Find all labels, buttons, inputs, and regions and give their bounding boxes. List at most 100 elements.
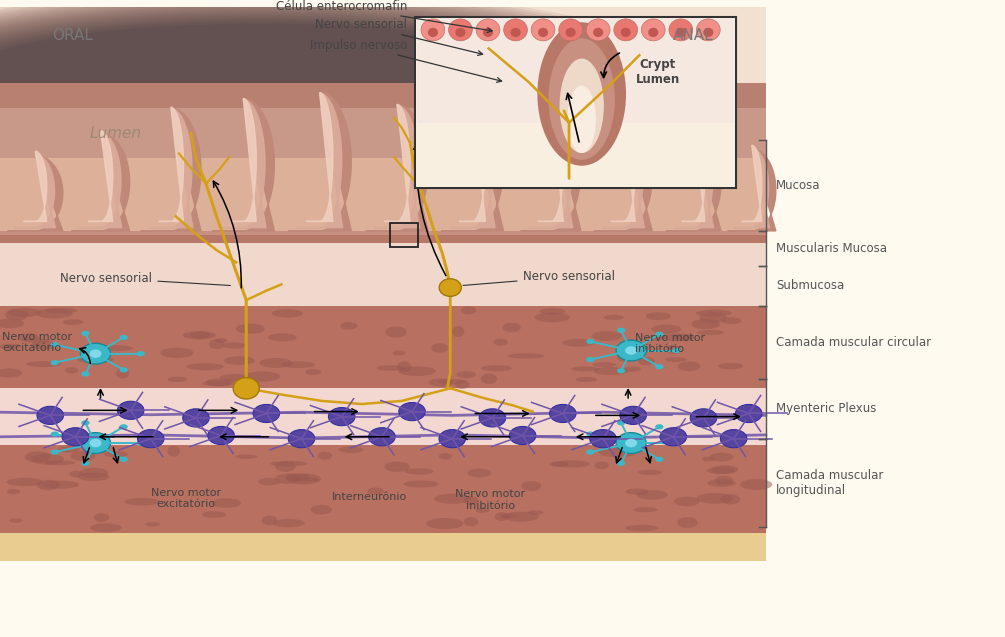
Ellipse shape xyxy=(77,473,110,481)
Ellipse shape xyxy=(261,515,277,526)
Polygon shape xyxy=(529,109,573,228)
Ellipse shape xyxy=(69,471,83,477)
Ellipse shape xyxy=(89,350,102,358)
FancyBboxPatch shape xyxy=(0,231,766,235)
Ellipse shape xyxy=(137,351,145,356)
Ellipse shape xyxy=(690,409,717,427)
Ellipse shape xyxy=(404,468,434,475)
Ellipse shape xyxy=(429,378,453,387)
FancyBboxPatch shape xyxy=(0,533,766,561)
Ellipse shape xyxy=(576,377,597,382)
Text: Muscularis Mucosa: Muscularis Mucosa xyxy=(776,241,886,255)
Ellipse shape xyxy=(369,427,395,446)
Ellipse shape xyxy=(190,331,210,339)
Ellipse shape xyxy=(467,469,491,477)
Text: Nervo sensorial: Nervo sensorial xyxy=(463,270,615,285)
Ellipse shape xyxy=(710,453,734,461)
Polygon shape xyxy=(307,92,333,222)
Ellipse shape xyxy=(253,404,279,422)
Ellipse shape xyxy=(285,473,310,482)
Ellipse shape xyxy=(244,371,280,382)
Text: Célula enterocromafin: Célula enterocromafin xyxy=(275,0,492,32)
Ellipse shape xyxy=(721,429,747,448)
Ellipse shape xyxy=(223,342,246,348)
Ellipse shape xyxy=(0,17,583,136)
Ellipse shape xyxy=(0,20,576,134)
Ellipse shape xyxy=(329,408,355,426)
Polygon shape xyxy=(212,99,274,231)
Ellipse shape xyxy=(625,489,648,495)
Ellipse shape xyxy=(434,494,471,504)
Ellipse shape xyxy=(318,452,333,460)
Ellipse shape xyxy=(398,366,436,376)
Ellipse shape xyxy=(599,448,636,457)
Ellipse shape xyxy=(81,461,89,466)
Polygon shape xyxy=(366,105,428,231)
Ellipse shape xyxy=(535,313,570,322)
Ellipse shape xyxy=(211,498,241,508)
Ellipse shape xyxy=(677,517,697,528)
Ellipse shape xyxy=(50,431,59,436)
Ellipse shape xyxy=(0,1,643,152)
Ellipse shape xyxy=(559,19,583,41)
Text: Submucosa: Submucosa xyxy=(776,280,844,292)
Ellipse shape xyxy=(716,476,734,485)
Ellipse shape xyxy=(586,357,595,362)
Ellipse shape xyxy=(236,324,264,334)
Ellipse shape xyxy=(5,310,28,320)
Ellipse shape xyxy=(593,28,603,37)
Ellipse shape xyxy=(81,420,89,426)
Text: Nervo sensorial: Nervo sensorial xyxy=(315,18,482,55)
Ellipse shape xyxy=(93,513,110,522)
Ellipse shape xyxy=(625,439,637,447)
Ellipse shape xyxy=(44,460,75,465)
Ellipse shape xyxy=(677,361,700,371)
Ellipse shape xyxy=(718,363,743,369)
Ellipse shape xyxy=(137,440,145,446)
Ellipse shape xyxy=(50,360,59,365)
Ellipse shape xyxy=(538,22,626,166)
Ellipse shape xyxy=(183,409,209,427)
Ellipse shape xyxy=(9,518,22,523)
Text: Crypt
Lumen: Crypt Lumen xyxy=(635,58,679,86)
Ellipse shape xyxy=(528,510,544,515)
Ellipse shape xyxy=(708,479,736,487)
Ellipse shape xyxy=(89,439,102,447)
Ellipse shape xyxy=(258,478,280,485)
Ellipse shape xyxy=(439,429,465,448)
Ellipse shape xyxy=(479,409,506,427)
Ellipse shape xyxy=(104,451,129,457)
Ellipse shape xyxy=(90,523,122,532)
Ellipse shape xyxy=(439,453,452,459)
Ellipse shape xyxy=(26,361,61,367)
Ellipse shape xyxy=(617,420,625,426)
Ellipse shape xyxy=(480,373,497,384)
Ellipse shape xyxy=(550,461,569,467)
Ellipse shape xyxy=(120,424,128,429)
Polygon shape xyxy=(88,131,113,222)
Ellipse shape xyxy=(116,368,130,378)
Text: Nervo motor
excitatório: Nervo motor excitatório xyxy=(151,488,221,509)
Ellipse shape xyxy=(306,369,322,375)
Ellipse shape xyxy=(206,378,234,386)
Ellipse shape xyxy=(655,364,663,369)
FancyBboxPatch shape xyxy=(0,83,766,108)
Ellipse shape xyxy=(45,308,77,313)
Ellipse shape xyxy=(224,356,255,365)
Ellipse shape xyxy=(669,19,692,41)
Polygon shape xyxy=(149,109,193,228)
Ellipse shape xyxy=(0,7,621,146)
Polygon shape xyxy=(602,121,644,228)
Ellipse shape xyxy=(271,309,303,318)
Polygon shape xyxy=(23,151,47,222)
Ellipse shape xyxy=(448,19,472,41)
Text: Nervo sensorial: Nervo sensorial xyxy=(60,271,230,285)
Ellipse shape xyxy=(397,362,411,372)
Ellipse shape xyxy=(35,308,72,318)
Ellipse shape xyxy=(697,330,725,335)
Ellipse shape xyxy=(50,342,59,347)
Ellipse shape xyxy=(675,28,685,37)
FancyBboxPatch shape xyxy=(0,243,766,306)
Ellipse shape xyxy=(120,457,128,462)
Ellipse shape xyxy=(0,0,688,165)
